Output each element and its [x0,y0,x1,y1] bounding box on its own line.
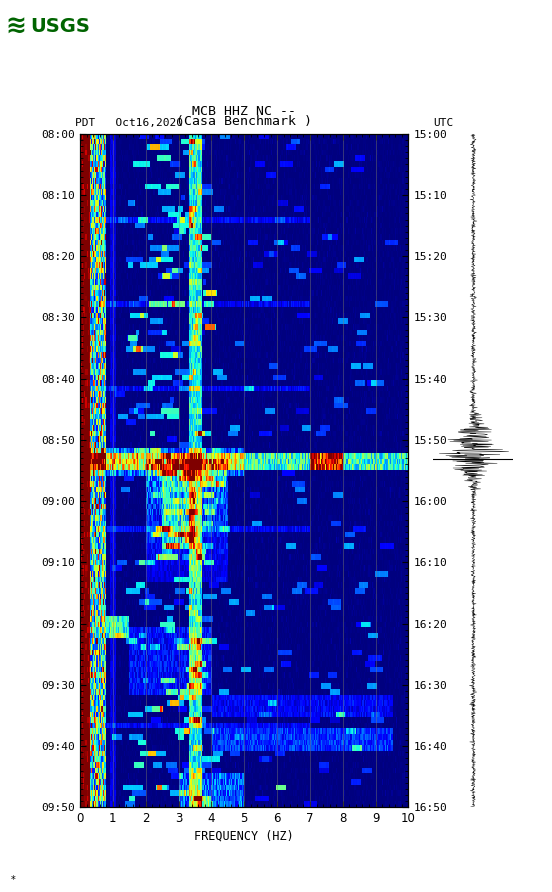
Text: (Casa Benchmark ): (Casa Benchmark ) [176,115,312,128]
Text: ≋: ≋ [6,15,26,38]
Text: MCB HHZ NC --: MCB HHZ NC -- [192,104,296,118]
Text: UTC: UTC [433,119,454,128]
Text: *: * [11,875,16,885]
X-axis label: FREQUENCY (HZ): FREQUENCY (HZ) [194,830,294,842]
Text: USGS: USGS [31,17,91,37]
Text: PDT   Oct16,2020: PDT Oct16,2020 [75,119,183,128]
